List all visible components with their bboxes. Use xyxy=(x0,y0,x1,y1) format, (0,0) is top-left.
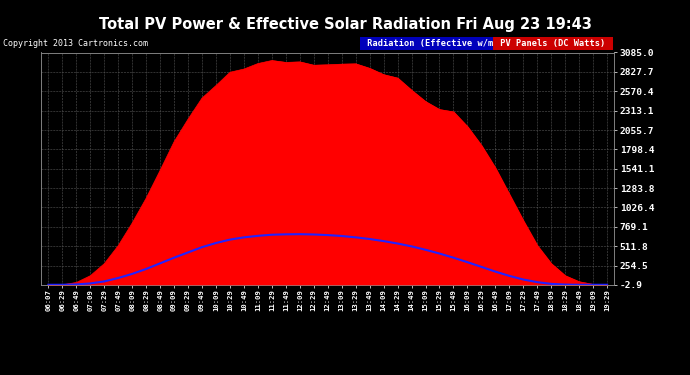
Text: Total PV Power & Effective Solar Radiation Fri Aug 23 19:43: Total PV Power & Effective Solar Radiati… xyxy=(99,17,591,32)
Text: Copyright 2013 Cartronics.com: Copyright 2013 Cartronics.com xyxy=(3,39,148,48)
Text: Radiation (Effective w/m2): Radiation (Effective w/m2) xyxy=(362,39,509,48)
Text: PV Panels (DC Watts): PV Panels (DC Watts) xyxy=(495,39,611,48)
